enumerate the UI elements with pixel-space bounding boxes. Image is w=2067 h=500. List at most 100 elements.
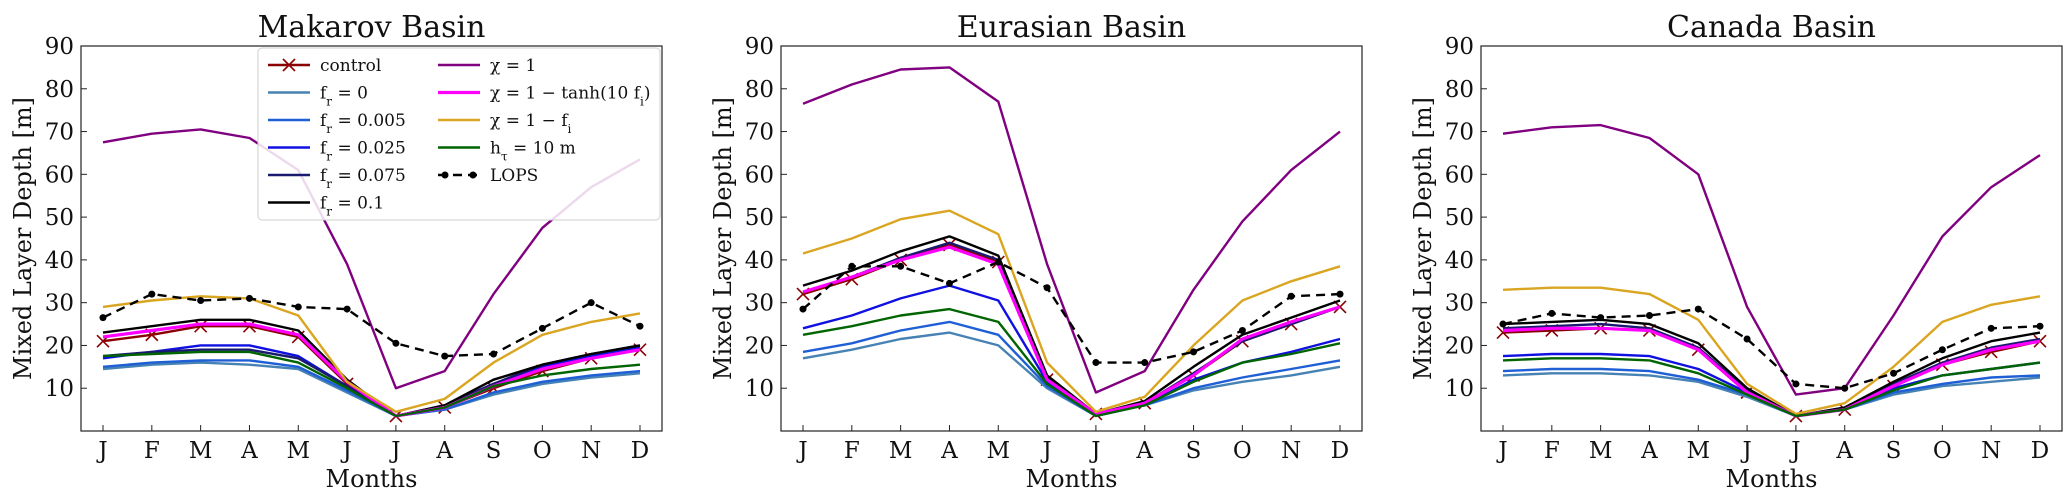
legend-entry-f-r-0-005: fr = 0.005 — [268, 111, 406, 136]
legend-label: LOPS — [490, 166, 538, 186]
data-point — [1645, 312, 1653, 319]
y-tick-label: 50 — [45, 205, 74, 231]
x-tick-label: M — [1686, 438, 1710, 464]
series-1 — [1502, 123, 2041, 396]
series-1-tanh-10-f-i — [102, 322, 641, 418]
data-point — [490, 350, 498, 358]
series-line — [102, 322, 641, 418]
y-tick-label: 20 — [1445, 333, 1474, 359]
legend-entry-1-tanh-10-f-i: χ = 1 − tanh(10 fi) — [438, 84, 651, 109]
legend-marker — [282, 58, 296, 72]
data-point — [945, 279, 953, 287]
x-tick-label: J — [1740, 438, 1751, 464]
y-tick-label: 10 — [45, 376, 74, 402]
series-line — [102, 292, 641, 358]
data-point — [2033, 334, 2047, 348]
legend-label: fr = 0 — [320, 84, 368, 109]
data-point — [245, 294, 253, 302]
y-axis-label: Mixed Layer Depth [m] — [709, 97, 737, 380]
data-point — [848, 262, 856, 270]
legend-label: fr = 0.025 — [320, 139, 406, 164]
legend-entry-f-r-0-075: fr = 0.075 — [268, 166, 406, 191]
legend-label: χ = 1 − fi — [490, 111, 572, 136]
series-line — [802, 235, 1341, 416]
y-tick-label: 30 — [745, 291, 774, 317]
legend-label: fr = 0.075 — [320, 166, 406, 191]
y-tick-label: 30 — [1445, 291, 1474, 317]
series-f-r-0-1 — [1502, 318, 2041, 418]
data-point — [1987, 324, 1995, 332]
x-tick-label: J — [1496, 438, 1507, 464]
x-tick-label: N — [1281, 438, 1301, 464]
legend-marker — [441, 171, 449, 179]
series-h-10-m — [102, 350, 641, 418]
x-tick-label: A — [435, 438, 453, 464]
x-tick-label: N — [1981, 438, 2001, 464]
x-tick-label: F — [144, 438, 160, 464]
series-line — [102, 350, 641, 418]
series-line — [1502, 307, 2041, 390]
x-tick-label: S — [486, 438, 502, 464]
x-tick-label: J — [1789, 438, 1800, 464]
series-h-10-m — [1502, 357, 2041, 418]
data-point — [1238, 326, 1246, 334]
y-tick-label: 90 — [745, 34, 774, 60]
x-tick-label: M — [189, 438, 213, 464]
data-point — [994, 258, 1002, 266]
legend-entry-1-f-i: χ = 1 − fi — [438, 111, 572, 136]
x-tick-label: J — [796, 438, 807, 464]
series-f-r-0 — [102, 361, 641, 418]
y-tick-label: 70 — [45, 120, 74, 146]
series-lops — [99, 290, 644, 360]
series-line — [102, 295, 641, 413]
series-1-tanh-10-f-i — [802, 245, 1341, 416]
data-point — [1092, 359, 1100, 367]
series-line — [802, 307, 1341, 418]
y-tick-label: 60 — [45, 162, 74, 188]
x-tick-label: J — [1089, 438, 1100, 464]
data-point — [148, 290, 156, 298]
y-axis-label: Mixed Layer Depth [m] — [1409, 97, 1437, 380]
y-tick-label: 30 — [45, 291, 74, 317]
y-tick-label: 70 — [1445, 120, 1474, 146]
x-axis-label: Months — [1026, 465, 1118, 493]
data-point — [1792, 380, 1800, 388]
panel-eurasian-basin: Eurasian Basin 10 20 30 40 50 60 70 80 90 J F M A M J J A… — [709, 10, 1363, 493]
x-tick-label: O — [533, 438, 552, 464]
plot-frame — [80, 45, 663, 432]
series-line — [802, 209, 1341, 413]
x-tick-label: J — [96, 438, 107, 464]
y-tick-label: 60 — [1445, 162, 1474, 188]
y-tick-label: 80 — [1445, 77, 1474, 103]
x-tick-label: M — [986, 438, 1010, 464]
series-f-r-0-005 — [1502, 367, 2041, 418]
legend-label: hτ = 10 m — [490, 139, 576, 164]
legend-label: χ = 1 — [490, 56, 536, 76]
legend-label: fr = 0.005 — [320, 111, 406, 136]
series-line — [1502, 357, 2041, 418]
y-tick-label: 90 — [1445, 34, 1474, 60]
legend-entry-f-r-0: fr = 0 — [268, 84, 368, 109]
series-lops — [799, 258, 1344, 367]
x-tick-label: A — [1135, 438, 1153, 464]
panel-canada-basin: Canada Basin 10 20 30 40 50 60 70 80 90 J F M A M J J A S O… — [1409, 10, 2063, 493]
data-point — [242, 319, 257, 333]
legend-entry-control: control — [268, 56, 381, 76]
series-f-r-0-1 — [802, 235, 1341, 416]
data-point — [1694, 305, 1702, 313]
legend-entry-1: χ = 1 — [438, 56, 536, 76]
y-tick-label: 80 — [745, 77, 774, 103]
x-tick-label: M — [1589, 438, 1613, 464]
legend-entry-lops: LOPS — [438, 166, 538, 186]
y-axis-label: Mixed Layer Depth [m] — [9, 97, 37, 380]
y-tick-label: 10 — [1445, 376, 1474, 402]
data-point — [1287, 292, 1295, 300]
series-line — [102, 128, 641, 390]
data-point — [587, 299, 595, 307]
y-tick-label: 20 — [45, 333, 74, 359]
y-tick-label: 50 — [1445, 205, 1474, 231]
series-1 — [802, 66, 1341, 394]
data-point — [392, 339, 400, 347]
